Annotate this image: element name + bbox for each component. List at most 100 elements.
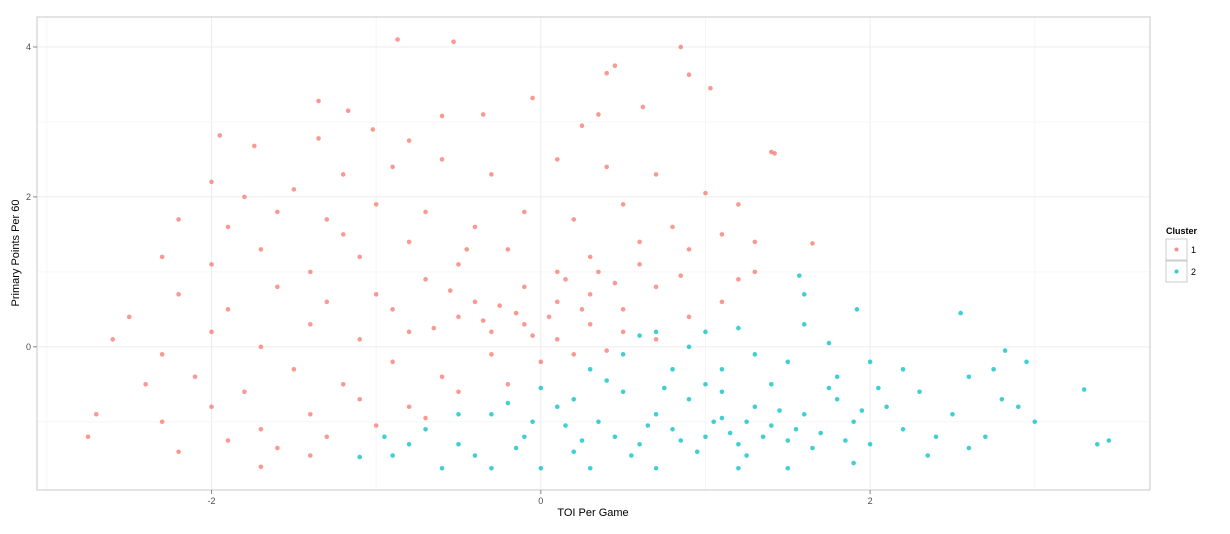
point-cluster-1 bbox=[579, 307, 585, 312]
point-cluster-1 bbox=[209, 329, 214, 335]
point-cluster-1 bbox=[308, 453, 313, 458]
point-cluster-2 bbox=[678, 438, 684, 443]
point-cluster-1 bbox=[291, 187, 297, 192]
point-cluster-1 bbox=[708, 85, 713, 91]
point-cluster-2 bbox=[834, 374, 840, 380]
point-cluster-2 bbox=[661, 385, 667, 391]
point-cluster-2 bbox=[769, 382, 774, 387]
point-cluster-2 bbox=[694, 449, 700, 455]
point-cluster-2 bbox=[785, 359, 791, 365]
point-cluster-2 bbox=[801, 292, 807, 297]
point-cluster-2 bbox=[596, 419, 601, 425]
point-cluster-1 bbox=[340, 172, 346, 177]
point-cluster-2 bbox=[629, 453, 634, 458]
x-tick-label: 0 bbox=[538, 496, 543, 506]
point-cluster-1 bbox=[357, 254, 363, 260]
point-cluster-1 bbox=[703, 190, 708, 196]
point-cluster-1 bbox=[686, 247, 692, 252]
point-cluster-2 bbox=[579, 438, 585, 443]
point-cluster-1 bbox=[373, 292, 379, 297]
point-cluster-2 bbox=[966, 374, 972, 380]
point-cluster-1 bbox=[275, 284, 280, 290]
point-cluster-2 bbox=[538, 385, 544, 391]
point-cluster-1 bbox=[620, 307, 626, 312]
point-cluster-1 bbox=[447, 288, 453, 293]
point-cluster-2 bbox=[859, 408, 865, 413]
point-cluster-1 bbox=[752, 269, 758, 275]
point-cluster-2 bbox=[637, 441, 642, 447]
point-cluster-1 bbox=[563, 277, 568, 282]
point-cluster-2 bbox=[834, 396, 840, 402]
point-cluster-1 bbox=[242, 194, 247, 200]
point-cluster-2 bbox=[406, 441, 412, 447]
point-cluster-1 bbox=[192, 374, 198, 380]
point-cluster-1 bbox=[357, 337, 363, 342]
point-cluster-1 bbox=[176, 449, 181, 455]
point-cluster-2 bbox=[760, 434, 766, 440]
point-cluster-1 bbox=[159, 352, 165, 357]
point-cluster-2 bbox=[604, 378, 609, 383]
data-points bbox=[85, 37, 1112, 471]
point-cluster-2 bbox=[571, 449, 577, 455]
point-cluster-1 bbox=[653, 172, 659, 177]
point-cluster-2 bbox=[703, 382, 708, 387]
point-cluster-2 bbox=[703, 329, 708, 335]
y-axis-title: Primary Points Per 60 bbox=[10, 200, 22, 307]
point-cluster-2 bbox=[884, 404, 889, 410]
point-cluster-2 bbox=[1015, 404, 1021, 410]
point-cluster-2 bbox=[999, 396, 1005, 402]
point-cluster-2 bbox=[390, 453, 395, 458]
point-cluster-1 bbox=[480, 112, 486, 117]
point-cluster-1 bbox=[370, 127, 376, 132]
point-cluster-1 bbox=[308, 411, 313, 417]
point-cluster-1 bbox=[489, 172, 494, 177]
point-cluster-1 bbox=[637, 239, 642, 245]
point-cluster-1 bbox=[439, 157, 445, 162]
point-cluster-1 bbox=[480, 318, 486, 323]
point-cluster-2 bbox=[1095, 441, 1100, 447]
point-cluster-1 bbox=[423, 415, 428, 421]
legend-marker-1 bbox=[1174, 247, 1179, 252]
point-cluster-1 bbox=[497, 303, 502, 308]
point-cluster-1 bbox=[554, 269, 560, 275]
point-cluster-1 bbox=[143, 382, 148, 387]
point-cluster-2 bbox=[900, 426, 906, 432]
legend-title: Cluster bbox=[1166, 226, 1198, 236]
point-cluster-2 bbox=[620, 352, 626, 357]
point-cluster-2 bbox=[876, 385, 881, 391]
point-cluster-2 bbox=[736, 325, 741, 331]
point-cluster-2 bbox=[777, 408, 782, 413]
point-cluster-1 bbox=[324, 217, 330, 222]
point-cluster-2 bbox=[423, 426, 428, 432]
point-cluster-1 bbox=[505, 382, 511, 387]
point-cluster-1 bbox=[587, 254, 593, 260]
point-cluster-1 bbox=[316, 136, 321, 141]
point-cluster-2 bbox=[925, 453, 931, 458]
point-cluster-1 bbox=[464, 247, 470, 252]
point-cluster-1 bbox=[209, 404, 214, 410]
point-cluster-1 bbox=[439, 113, 445, 119]
legend-label-2: 2 bbox=[1191, 267, 1196, 277]
point-cluster-1 bbox=[395, 37, 400, 42]
point-cluster-1 bbox=[678, 44, 684, 50]
point-cluster-2 bbox=[456, 411, 461, 417]
point-cluster-2 bbox=[867, 441, 873, 447]
point-cluster-1 bbox=[489, 329, 494, 335]
point-cluster-1 bbox=[686, 314, 692, 320]
point-cluster-2 bbox=[637, 333, 642, 338]
point-cluster-1 bbox=[258, 426, 264, 432]
point-cluster-2 bbox=[744, 453, 749, 458]
point-cluster-2 bbox=[744, 419, 749, 425]
point-cluster-1 bbox=[522, 322, 527, 327]
y-tick-label: 2 bbox=[26, 192, 31, 202]
point-cluster-1 bbox=[530, 333, 535, 338]
point-cluster-1 bbox=[736, 277, 741, 282]
point-cluster-1 bbox=[340, 382, 346, 387]
point-cluster-2 bbox=[489, 465, 494, 471]
point-cluster-2 bbox=[801, 411, 807, 417]
point-cluster-1 bbox=[522, 209, 527, 215]
point-cluster-1 bbox=[546, 314, 552, 320]
point-cluster-1 bbox=[571, 217, 577, 222]
point-cluster-2 bbox=[793, 426, 799, 432]
point-cluster-2 bbox=[785, 438, 791, 443]
